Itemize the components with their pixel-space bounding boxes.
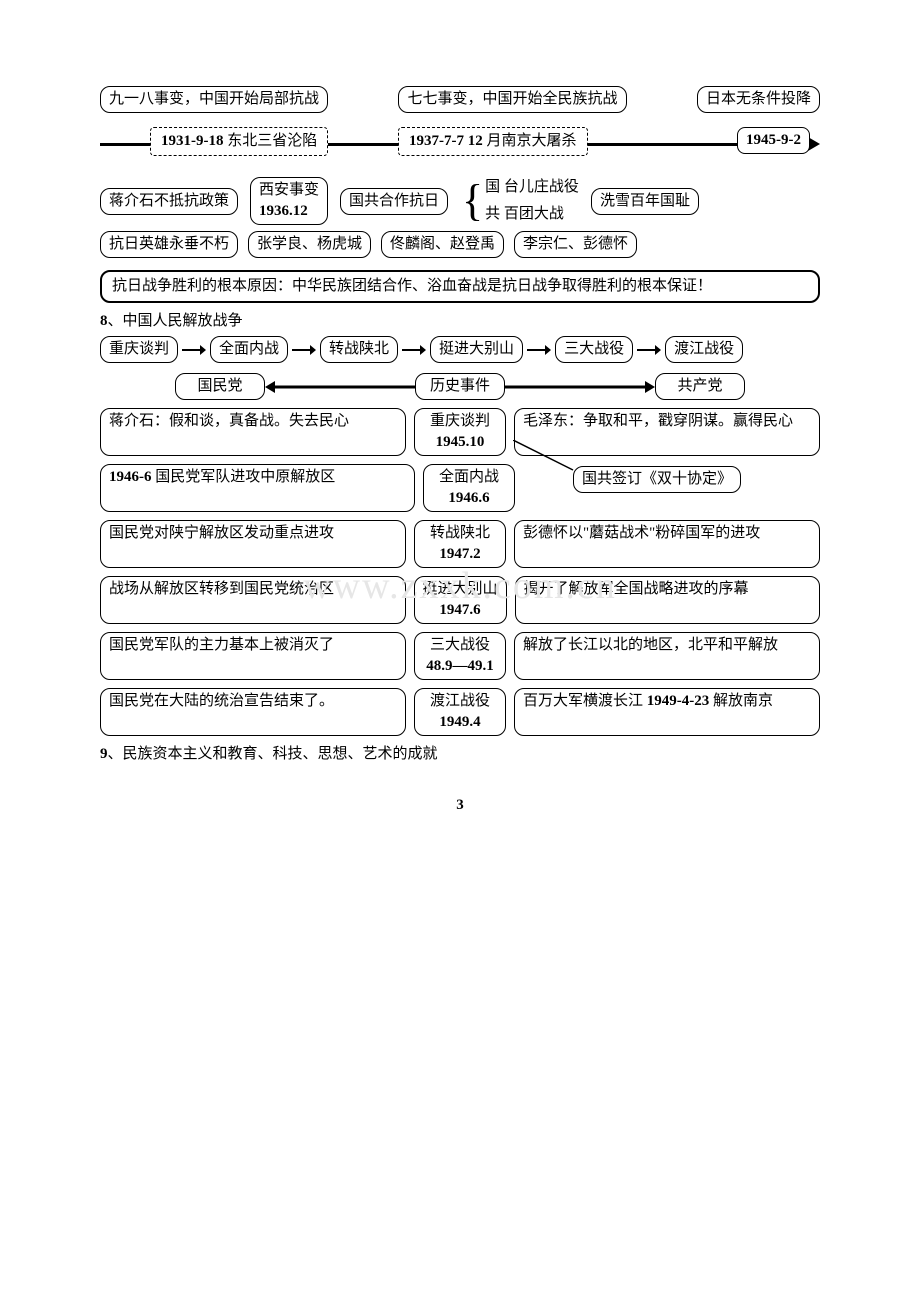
ev2-left: 国民党对陕宁解放区发动重点进攻: [100, 520, 406, 568]
box-jul7: 七七事变，中国开始全民族抗战: [398, 86, 626, 113]
flow-dujiang: 渡江战役: [665, 336, 743, 363]
liberation-flow: 重庆谈判 全面内战 转战陕北 挺进大别山 三大战役 渡江战役: [100, 336, 820, 363]
box-guomindang: 国民党: [175, 373, 265, 400]
ev5-right: 百万大军横渡长江 1949-4-23 解放南京: [514, 688, 820, 736]
flow-shanbei: 转战陕北: [320, 336, 398, 363]
ev2-center-b: 1947.2: [439, 546, 480, 562]
ev3-right: 揭开了解放军全国战略进攻的序幕: [515, 576, 821, 624]
section9-title: 、民族资本主义和教育、科技、思想、艺术的成就: [108, 746, 438, 762]
ev5-center-t: 渡江战役: [430, 693, 490, 709]
arrow-icon: [182, 343, 206, 357]
ev5-right-b: 1949-4-23: [647, 693, 710, 709]
event-row-2: 国民党对陕宁解放区发动重点进攻 转战陕北 1947.2 彭德怀以"蘑菇战术"粉碎…: [100, 520, 820, 568]
ev4-center: 三大战役 48.9—49.1: [414, 632, 506, 680]
ev4-center-b: 48.9—49.1: [426, 658, 494, 674]
ev5-center-b: 1949.4: [439, 714, 480, 730]
ev0-center-b: 1945.10: [436, 434, 485, 450]
arrow-icon: [527, 343, 551, 357]
xian-date: 1936.12: [259, 203, 308, 219]
date-1945-bold: 1945-9-2: [746, 132, 801, 148]
box-surrender: 日本无条件投降: [697, 86, 820, 113]
ev4-center-t: 三大战役: [430, 637, 490, 653]
ev0-left: 蒋介石：假和谈，真备战。失去民心: [100, 408, 406, 456]
arrow-icon: [292, 343, 316, 357]
ev3-center: 挺进大别山 1947.6: [414, 576, 507, 624]
flow-chongqing: 重庆谈判: [100, 336, 178, 363]
ev1-left-b: 国民党军队进攻中原解放区: [152, 469, 336, 485]
ev4-left: 国民党军队的主力基本上被消灭了: [100, 632, 406, 680]
ev5-center: 渡江战役 1949.4: [414, 688, 506, 736]
xian-title: 西安事变: [259, 182, 319, 198]
event-row-4: 国民党军队的主力基本上被消灭了 三大战役 48.9—49.1 解放了长江以北的地…: [100, 632, 820, 680]
box-zhang-yang: 张学良、杨虎城: [248, 231, 371, 258]
arrow-right-icon: [505, 379, 655, 395]
box-summary: 抗日战争胜利的根本原因：中华民族团结合作、浴血奋战是抗日战争取得胜利的根本保证！: [100, 270, 820, 303]
battle-taierzhuang: 国 台儿庄战役: [485, 177, 579, 198]
section9-num: 9: [100, 746, 108, 762]
ev5-right-a: 百万大军横渡长江: [523, 693, 647, 709]
battles-bracket: { 国 台儿庄战役 共 百团大战: [460, 177, 579, 225]
ev1-extra: 国共签订《双十协定》: [573, 466, 741, 493]
ev2-right: 彭德怀以"蘑菇战术"粉碎国军的进攻: [514, 520, 820, 568]
section8-title: 、中国人民解放战争: [108, 313, 243, 329]
flow-sanda: 三大战役: [555, 336, 633, 363]
ev1-left-a: 1946-6: [109, 469, 152, 485]
box-lishi: 历史事件: [415, 373, 505, 400]
ev1-center: 全面内战 1946.6: [423, 464, 515, 512]
ev1-center-b: 1946.6: [448, 490, 489, 506]
box-li-peng: 李宗仁、彭德怀: [514, 231, 637, 258]
flow-dabieshan: 挺进大别山: [430, 336, 523, 363]
date-1931-bold: 1931-9-18: [161, 133, 224, 149]
ev2-center: 转战陕北 1947.2: [414, 520, 506, 568]
date-1931-text: 东北三省沦陷: [224, 133, 318, 149]
event-row-1: 1946-6 国民党军队进攻中原解放区 全面内战 1946.6 国共签订《双十协…: [100, 464, 820, 512]
ev0-center: 重庆谈判 1945.10: [414, 408, 506, 456]
timeline: 1931-9-18 东北三省沦陷 1937-7-7 12 月南京大屠杀 1945…: [100, 121, 820, 167]
flow-neizhan: 全面内战: [210, 336, 288, 363]
event-row-3: 战场从解放区转移到国民党统治区 挺进大别山 1947.6 揭开了解放军全国战略进…: [100, 576, 820, 624]
arrow-left-icon: [265, 379, 415, 395]
section8-heading: 8、中国人民解放战争: [100, 311, 820, 332]
section8-num: 8: [100, 313, 108, 329]
date-1945: 1945-9-2: [737, 127, 810, 154]
box-jiang-noresist: 蒋介石不抵抗政策: [100, 188, 238, 215]
ev0-center-t: 重庆谈判: [430, 413, 490, 429]
box-sep18: 九一八事变，中国开始局部抗战: [100, 86, 328, 113]
section9-heading: 9、民族资本主义和教育、科技、思想、艺术的成就: [100, 744, 820, 765]
date-1937-bold: 1937-7-7 12: [409, 133, 483, 149]
box-heroes: 抗日英雄永垂不朽: [100, 231, 238, 258]
ev3-center-t: 挺进大别山: [423, 581, 498, 597]
box-guogong: 国共合作抗日: [340, 188, 448, 215]
page-number: 3: [100, 795, 820, 816]
event-row-5: 国民党在大陆的统治宣告结束了。 渡江战役 1949.4 百万大军横渡长江 194…: [100, 688, 820, 736]
arrow-icon: [637, 343, 661, 357]
ev4-right: 解放了长江以北的地区，北平和平解放: [514, 632, 820, 680]
ev3-center-b: 1947.6: [439, 602, 480, 618]
ev5-left: 国民党在大陆的统治宣告结束了。: [100, 688, 406, 736]
ev1-left: 1946-6 国民党军队进攻中原解放区: [100, 464, 415, 512]
ev5-right-c: 解放南京: [709, 693, 773, 709]
party-row: 国民党 历史事件 共产党: [100, 373, 820, 400]
box-xixue: 洗雪百年国耻: [591, 188, 699, 215]
ev2-center-t: 转战陕北: [430, 525, 490, 541]
battle-baituan: 共 百团大战: [485, 204, 579, 225]
box-xian: 西安事变 1936.12: [250, 177, 328, 225]
event-row-0: 蒋介石：假和谈，真备战。失去民心 重庆谈判 1945.10 毛泽东：争取和平，戳…: [100, 408, 820, 456]
date-1931: 1931-9-18 东北三省沦陷: [150, 127, 328, 156]
box-gongchandang: 共产党: [655, 373, 745, 400]
date-1937-text: 月南京大屠杀: [483, 133, 577, 149]
ev3-left: 战场从解放区转移到国民党统治区: [100, 576, 406, 624]
box-tong-zhao: 佟麟阁、赵登禹: [381, 231, 504, 258]
bracket-icon: {: [460, 186, 485, 217]
date-1937: 1937-7-7 12 月南京大屠杀: [398, 127, 588, 156]
ev1-center-t: 全面内战: [439, 469, 499, 485]
arrow-icon: [402, 343, 426, 357]
